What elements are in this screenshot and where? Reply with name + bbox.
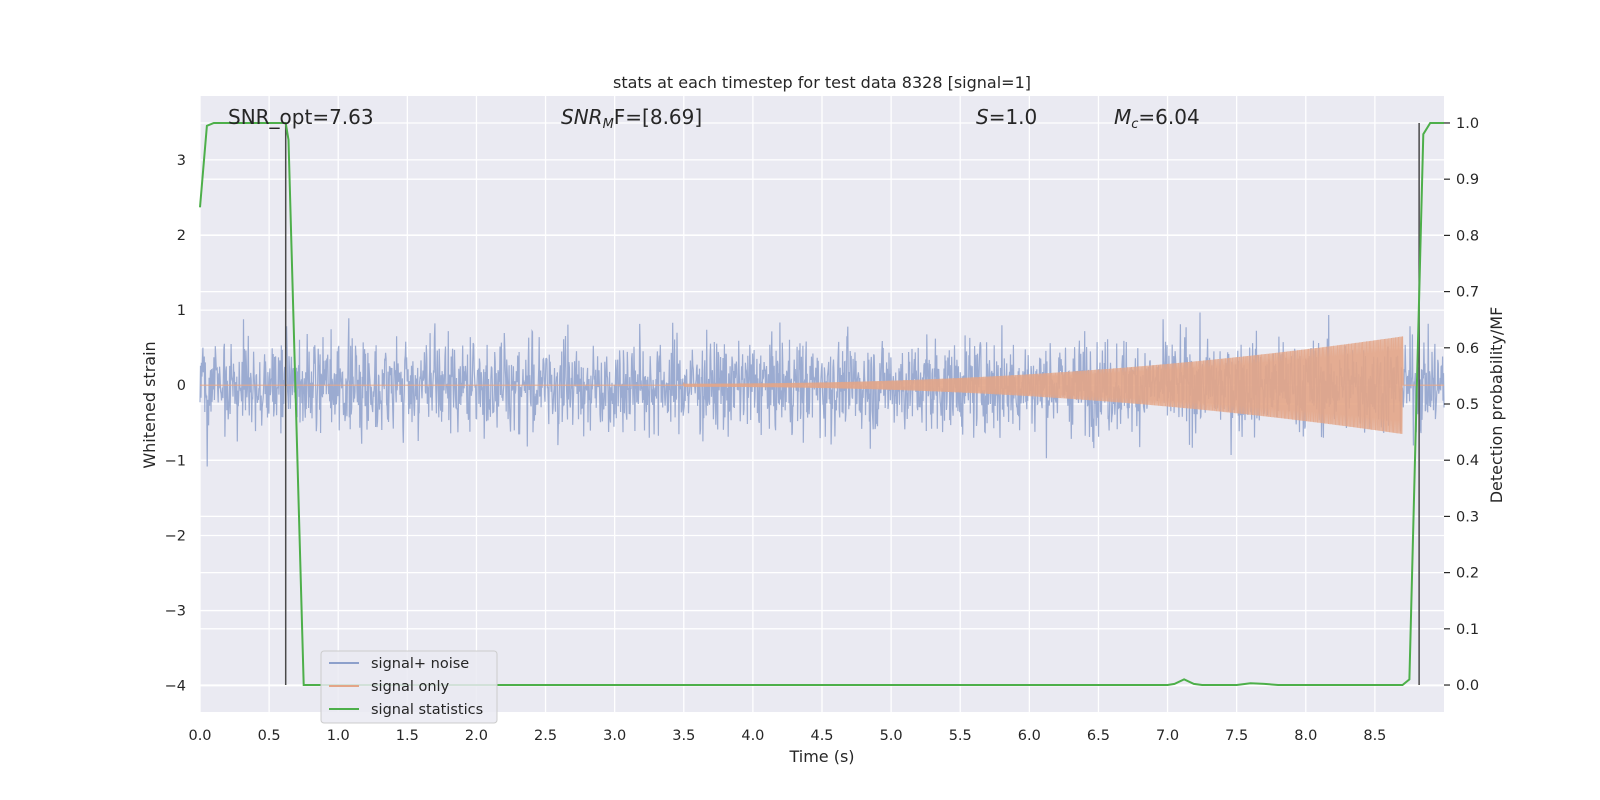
y-tick-label: −3 xyxy=(165,604,186,620)
legend-box xyxy=(320,650,498,724)
x-tick-label: 5.5 xyxy=(949,728,972,744)
x-tick-label: 7.5 xyxy=(1225,728,1248,744)
y2-tick-label: 0.5 xyxy=(1456,397,1479,413)
x-tick-label: 1.0 xyxy=(327,728,350,744)
y2-tick-label: 0.3 xyxy=(1456,509,1479,525)
y2-axis-label: Detection probability/MF xyxy=(1487,307,1506,504)
x-axis-ticks: 0.0 0.5 1.0 1.5 2.0 2.5 3.0 3.5 4.0 4.5 5.0 5.5 6.0 6… xyxy=(188,728,1386,744)
y2-tick-label: 0.4 xyxy=(1456,453,1479,469)
y-tick-label: 0 xyxy=(177,378,186,394)
x-tick-label: 6.5 xyxy=(1087,728,1110,744)
x-tick-label: 8.0 xyxy=(1294,728,1317,744)
legend-label-signal-statistics: signal statistics xyxy=(371,702,483,718)
x-tick-label: 2.5 xyxy=(534,728,557,744)
chart-title: stats at each timestep for test data 832… xyxy=(613,73,1031,92)
x-tick-label: 0.5 xyxy=(258,728,281,744)
y2-tick-label: 0.8 xyxy=(1456,228,1479,244)
y-axis-ticks: 3 2 1 0 −1 −2 −3 −4 xyxy=(165,153,186,695)
y-tick-label: 2 xyxy=(177,228,186,244)
y2-tick-label: 0.9 xyxy=(1456,172,1479,188)
x-tick-label: 8.5 xyxy=(1363,728,1386,744)
y2-tick-label: 0.7 xyxy=(1456,285,1479,301)
annotation-s: S=1.0 xyxy=(976,105,1037,129)
series-signal-statistics xyxy=(199,122,1444,686)
legend: signal+ noise signal only signal statist… xyxy=(320,650,498,724)
vertical-markers xyxy=(284,122,1420,686)
signal-line xyxy=(200,336,1444,434)
y2-tick-label: 0.2 xyxy=(1456,566,1479,582)
y2-axis-ticks: 1.0 0.9 0.8 0.7 0.6 0.5 0.4 0.3 0.2 0.1 0.0 xyxy=(1444,116,1479,694)
series-signal-only xyxy=(200,336,1444,434)
x-tick-label: 0.0 xyxy=(188,728,211,744)
annotation-snr-opt: SNR_opt=7.63 xyxy=(228,105,374,129)
annotation-snr-mf: SNRMF=[8.69] xyxy=(561,105,702,132)
legend-label-signal-only: signal only xyxy=(371,679,450,695)
y-tick-label: 1 xyxy=(177,303,186,319)
y-tick-label: −2 xyxy=(165,528,186,544)
y-axis-label: Whitened strain xyxy=(140,341,159,468)
y2-tick-label: 0.6 xyxy=(1456,341,1479,357)
y2-tick-label: 0.0 xyxy=(1456,678,1479,694)
stats-line xyxy=(199,122,1444,686)
y-tick-label: 3 xyxy=(177,153,186,169)
x-tick-label: 4.0 xyxy=(741,728,764,744)
x-tick-label: 3.5 xyxy=(672,728,695,744)
x-tick-label: 1.5 xyxy=(396,728,419,744)
y2-tick-label: 1.0 xyxy=(1456,116,1479,132)
x-tick-label: 3.0 xyxy=(603,728,626,744)
x-tick-label: 4.5 xyxy=(810,728,833,744)
annotation-mc: Mc=6.04 xyxy=(1114,105,1200,132)
y2-tick-label: 0.1 xyxy=(1456,622,1479,638)
x-tick-label: 2.0 xyxy=(465,728,488,744)
x-tick-label: 6.0 xyxy=(1018,728,1041,744)
legend-label-signal-noise: signal+ noise xyxy=(371,656,469,672)
y-tick-label: −1 xyxy=(165,453,186,469)
x-tick-label: 5.0 xyxy=(880,728,903,744)
x-tick-label: 7.0 xyxy=(1156,728,1179,744)
y-tick-label: −4 xyxy=(165,679,186,695)
x-axis-label: Time (s) xyxy=(788,747,854,766)
